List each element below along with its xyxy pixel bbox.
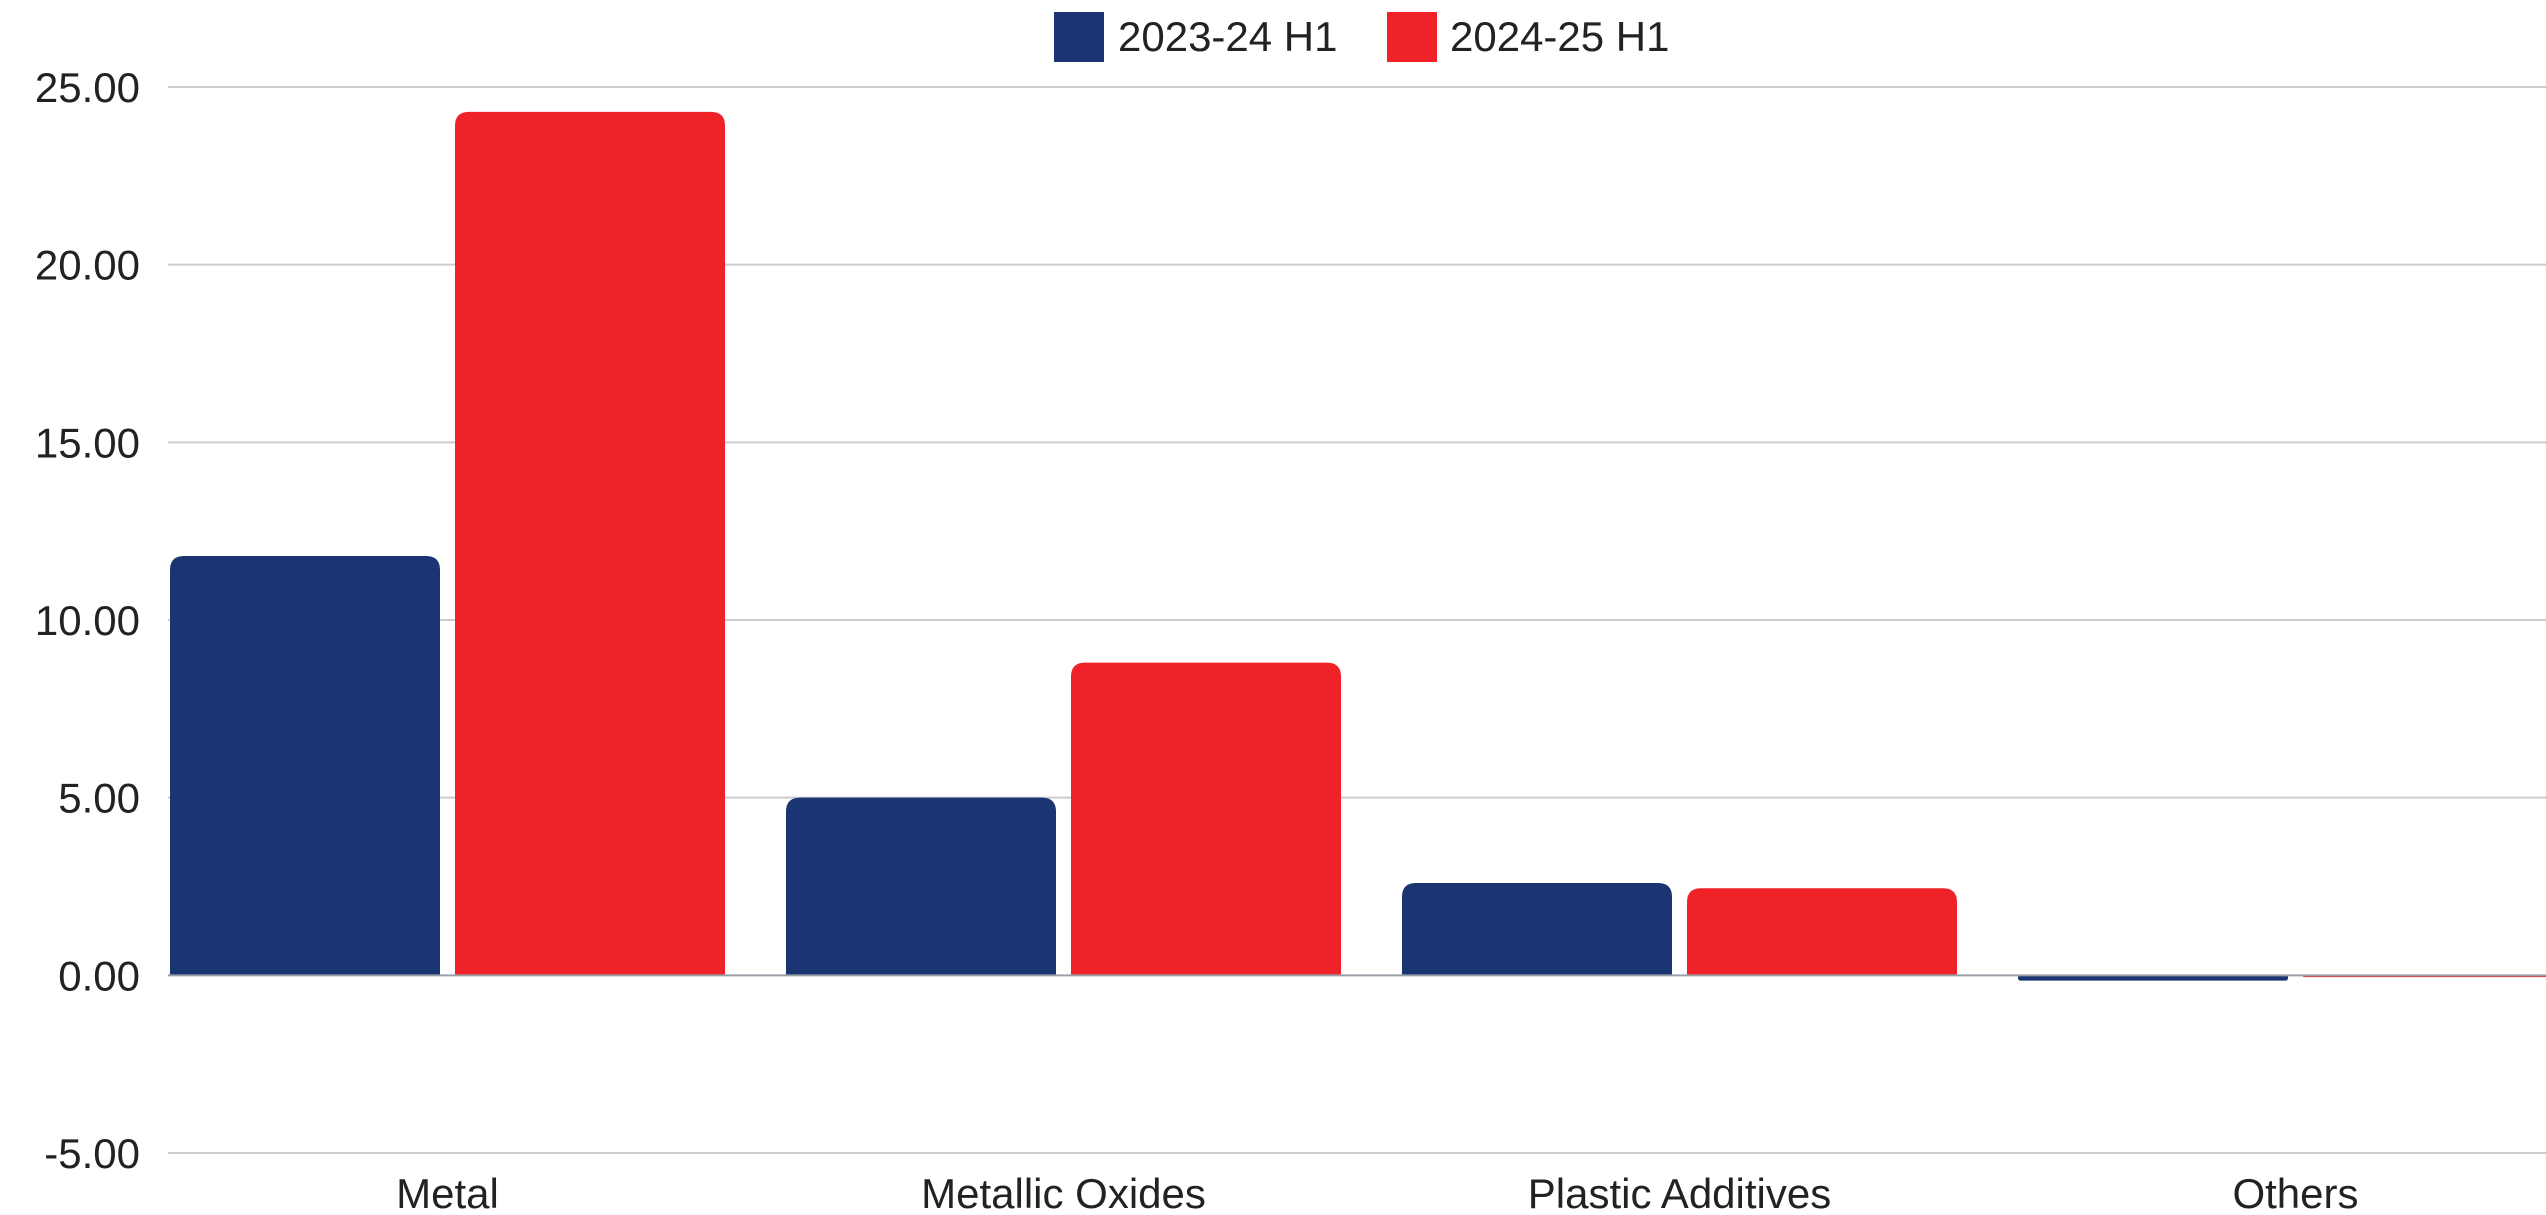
bar xyxy=(786,797,1056,976)
legend-swatch xyxy=(1387,12,1437,62)
y-tick-label: 5.00 xyxy=(58,775,140,822)
category-label: Metal xyxy=(396,1170,499,1215)
legend-label: 2023-24 H1 xyxy=(1118,13,1338,60)
bar xyxy=(1402,882,1672,976)
bar xyxy=(170,556,440,976)
bars xyxy=(170,111,2546,981)
y-tick-label: 10.00 xyxy=(35,597,140,644)
x-axis-category-labels: Metal Metallic Oxides Plastic Additives Oth… xyxy=(396,1170,2358,1215)
bar xyxy=(2018,975,2288,981)
legend: 2023-24 H1 2024-25 H1 xyxy=(1054,12,1670,62)
legend-label: 2024-25 H1 xyxy=(1450,13,1670,60)
y-tick-label: 15.00 xyxy=(35,419,140,466)
y-tick-label: 20.00 xyxy=(35,242,140,289)
category-label: Plastic Additives xyxy=(1528,1170,1831,1215)
y-axis-tick-labels: 25.00 20.00 15.00 10.00 5.00 0.00 -5.00 xyxy=(35,64,140,1177)
y-tick-label: 25.00 xyxy=(35,64,140,111)
bar xyxy=(455,111,725,976)
legend-swatch xyxy=(1054,12,1104,62)
category-label: Others xyxy=(2232,1170,2358,1215)
category-label: Metallic Oxides xyxy=(921,1170,1206,1215)
y-tick-label: 0.00 xyxy=(58,952,140,999)
y-tick-label: -5.00 xyxy=(44,1130,140,1177)
bar xyxy=(1071,662,1341,976)
bar xyxy=(1687,888,1957,976)
